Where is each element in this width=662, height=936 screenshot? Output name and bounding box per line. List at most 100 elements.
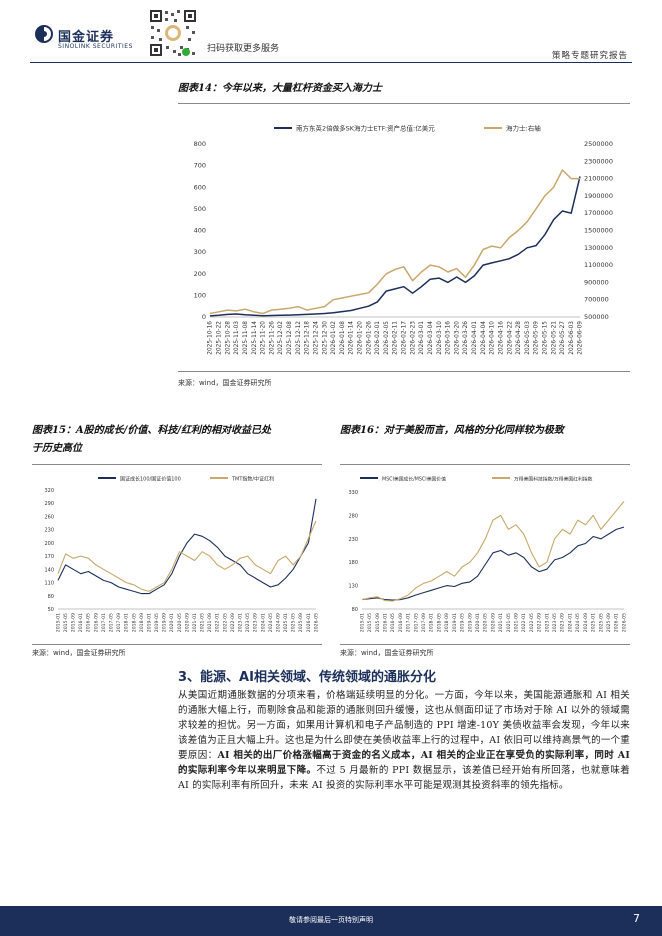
fig16-x-tick-label: 2021-01 xyxy=(498,613,504,632)
fig15-x-tick-label: 2019-01 xyxy=(146,613,152,632)
fig15-x-tick-label: 2018-05 xyxy=(131,613,137,632)
fig15-legend-label-1: 国证成长100/国证价值100 xyxy=(120,476,181,483)
fig14-x-tick-label: 2025-11-14 xyxy=(252,321,258,355)
fig15-x-tick-label: 2022-05 xyxy=(222,613,228,632)
fig16-x-tick-label: 2018-09 xyxy=(444,613,450,632)
fig14-x-tick-label: 2025-12-24 xyxy=(313,321,319,355)
fig16-x-tick-label: 2020-01 xyxy=(475,613,481,632)
fig14-y-right-tick-label: 1300000 xyxy=(584,244,613,252)
section-body-tail: 不过 5 月最新的 PPI 数据显示，该差值已经开始有所回落，也就意味着 AI … xyxy=(178,765,630,791)
fig14-y-right-tick-label: 2100000 xyxy=(584,175,613,183)
fig14-x-tick-label: 2026-05-21 xyxy=(551,321,557,355)
fig14-y-tick-label: 100 xyxy=(194,291,206,299)
fig14-x-tick-label: 2026-02-23 xyxy=(410,321,416,355)
fig14-y-right-tick-label: 500000 xyxy=(584,313,609,321)
fig15-x-tick-label: 2016-05 xyxy=(86,613,92,632)
fig16-legend-label-2: 万得美国科技指数/万得美国红利指数 xyxy=(514,476,593,483)
fig15-x-tick-label: 2021-09 xyxy=(207,613,213,632)
fig15-x-tick-label: 2025-05 xyxy=(291,613,297,632)
fig16-x-tick-label: 2019-01 xyxy=(452,613,458,632)
fig16-x-tick-label: 2016-09 xyxy=(398,613,404,632)
fig14-x-tick-label: 2026-03-16 xyxy=(446,321,452,355)
fig15-x-tick-label: 2018-01 xyxy=(124,613,130,632)
fig15-y-tick-label: 170 xyxy=(44,554,54,560)
fig16-x-tick-label: 2026-05 xyxy=(621,613,627,632)
fig14-series-1-line xyxy=(209,176,581,317)
fig15-x-tick-label: 2022-01 xyxy=(215,613,221,632)
qr-code-icon[interactable] xyxy=(148,8,198,58)
fig15-x-tick-label: 2026-05 xyxy=(313,613,319,632)
footer-bar xyxy=(0,906,662,936)
fig14-y-right-tick-label: 1700000 xyxy=(584,209,613,217)
fig15-x-tick-label: 2023-09 xyxy=(253,613,259,632)
fig14-y-tick-label: 400 xyxy=(194,227,206,235)
fig16-x-tick-label: 2021-09 xyxy=(513,613,519,632)
header-divider xyxy=(30,62,632,63)
fig14-x-tick-label: 2026-04-28 xyxy=(516,321,522,355)
fig15-x-tick-label: 2020-05 xyxy=(177,613,183,632)
figure15-title: 图表15：A股的成长/价值、科技/红利的相对收益已处 于历史高位 xyxy=(32,422,322,458)
fig14-y-tick-label: 200 xyxy=(194,270,206,278)
fig15-x-tick-label: 2024-01 xyxy=(260,613,266,632)
fig15-y-tick-label: 230 xyxy=(44,528,54,534)
fig14-x-tick-label: 2026-02-11 xyxy=(393,321,399,355)
fig15-x-tick-label: 2017-05 xyxy=(108,613,114,632)
fig15-y-tick-label: 110 xyxy=(44,581,54,587)
fig14-x-tick-label: 2026-06-09 xyxy=(578,321,584,355)
fig14-x-tick-label: 2025-12-18 xyxy=(305,321,311,355)
fig16-x-tick-label: 2022-05 xyxy=(529,613,535,632)
fig15-y-tick-label: 140 xyxy=(44,567,54,573)
fig14-x-tick-label: 2026-05-15 xyxy=(543,321,549,355)
fig14-x-tick-label: 2026-03-01 xyxy=(419,321,425,355)
fig15-x-tick-label: 2023-01 xyxy=(237,613,243,632)
fig15-x-tick-label: 2016-09 xyxy=(93,613,99,632)
fig14-x-tick-label: 2026-04-10 xyxy=(490,321,496,355)
fig14-x-tick-label: 2025-11-20 xyxy=(261,321,267,355)
fig15-y-tick-label: 50 xyxy=(48,607,54,613)
figure14-source: 来源：wind，国金证券研究所 xyxy=(178,379,272,387)
fig16-y-tick-label: 330 xyxy=(348,490,358,496)
fig16-x-tick-label: 2025-09 xyxy=(606,613,612,632)
fig16-legend-label-1: MSCI美国成长/MSCI美国价值 xyxy=(382,476,446,483)
figure16-top-rule xyxy=(340,464,630,465)
fig16-x-tick-label: 2024-09 xyxy=(583,613,589,632)
brand-name: 国金证券 xyxy=(58,30,115,45)
fig15-series-2-line xyxy=(57,520,317,592)
fig14-series-2-line xyxy=(209,169,580,315)
fig16-x-tick-label: 2017-01 xyxy=(406,613,412,632)
figure15-top-rule xyxy=(32,464,322,465)
fig14-x-tick-label: 2026-01-14 xyxy=(349,321,355,355)
section-body-bold: AI 相关的出厂价格涨幅高于资金的名义成本，AI 相关的企业正在享受负的实际利率… xyxy=(178,750,630,776)
fig16-x-tick-label: 2017-05 xyxy=(413,613,419,632)
fig15-y-tick-label: 200 xyxy=(44,541,54,547)
fig16-y-tick-label: 180 xyxy=(348,560,358,566)
fig16-y-tick-label: 280 xyxy=(348,513,358,519)
figure14-chart: 0 100 200 300 400 500 600 700 800 500000 700000 900… xyxy=(194,124,613,355)
fig16-x-tick-label: 2015-01 xyxy=(359,613,365,632)
fig15-x-tick-label: 2017-09 xyxy=(116,613,122,632)
fig14-y-right-tick-label: 2500000 xyxy=(584,140,613,148)
fig16-x-tick-label: 2019-09 xyxy=(467,613,473,632)
fig16-x-tick-label: 2020-05 xyxy=(483,613,489,632)
fig14-x-tick-label: 2025-11-08 xyxy=(243,321,249,355)
page-number: 7 xyxy=(633,912,640,925)
fig15-x-tick-label: 2015-01 xyxy=(55,613,61,632)
fig14-x-tick-label: 2026-02-17 xyxy=(402,321,408,355)
figure15-title-line1: 图表15：A股的成长/价值、科技/红利的相对收益已处 xyxy=(32,425,271,436)
fig16-x-tick-label: 2015-09 xyxy=(375,613,381,632)
section-body-text: 从美国近期通胀数据的分项来看，价格端延续明显的分化。一方面，今年以来，美国能源通… xyxy=(178,690,630,761)
fig14-y-tick-label: 600 xyxy=(194,183,206,191)
figure14-bottom-rule xyxy=(178,371,630,372)
fig14-x-tick-label: 2026-03-26 xyxy=(463,321,469,355)
fig14-x-tick-label: 2026-04-22 xyxy=(507,321,513,355)
scan-prompt: 扫码获取更多服务 xyxy=(207,44,280,54)
footer-disclaimer[interactable]: 敬请参阅最后一页特别声明 xyxy=(289,916,373,924)
fig16-x-tick-label: 2022-09 xyxy=(537,613,543,632)
fig16-y-tick-label: 80 xyxy=(352,607,358,613)
fig14-x-tick-label: 2026-05-27 xyxy=(560,321,566,355)
fig14-x-tick-label: 2026-01-02 xyxy=(331,321,337,355)
fig16-y-tick-label: 130 xyxy=(348,584,358,590)
fig15-x-tick-label: 2015-05 xyxy=(63,613,69,632)
fig15-series-1-line xyxy=(57,498,317,595)
